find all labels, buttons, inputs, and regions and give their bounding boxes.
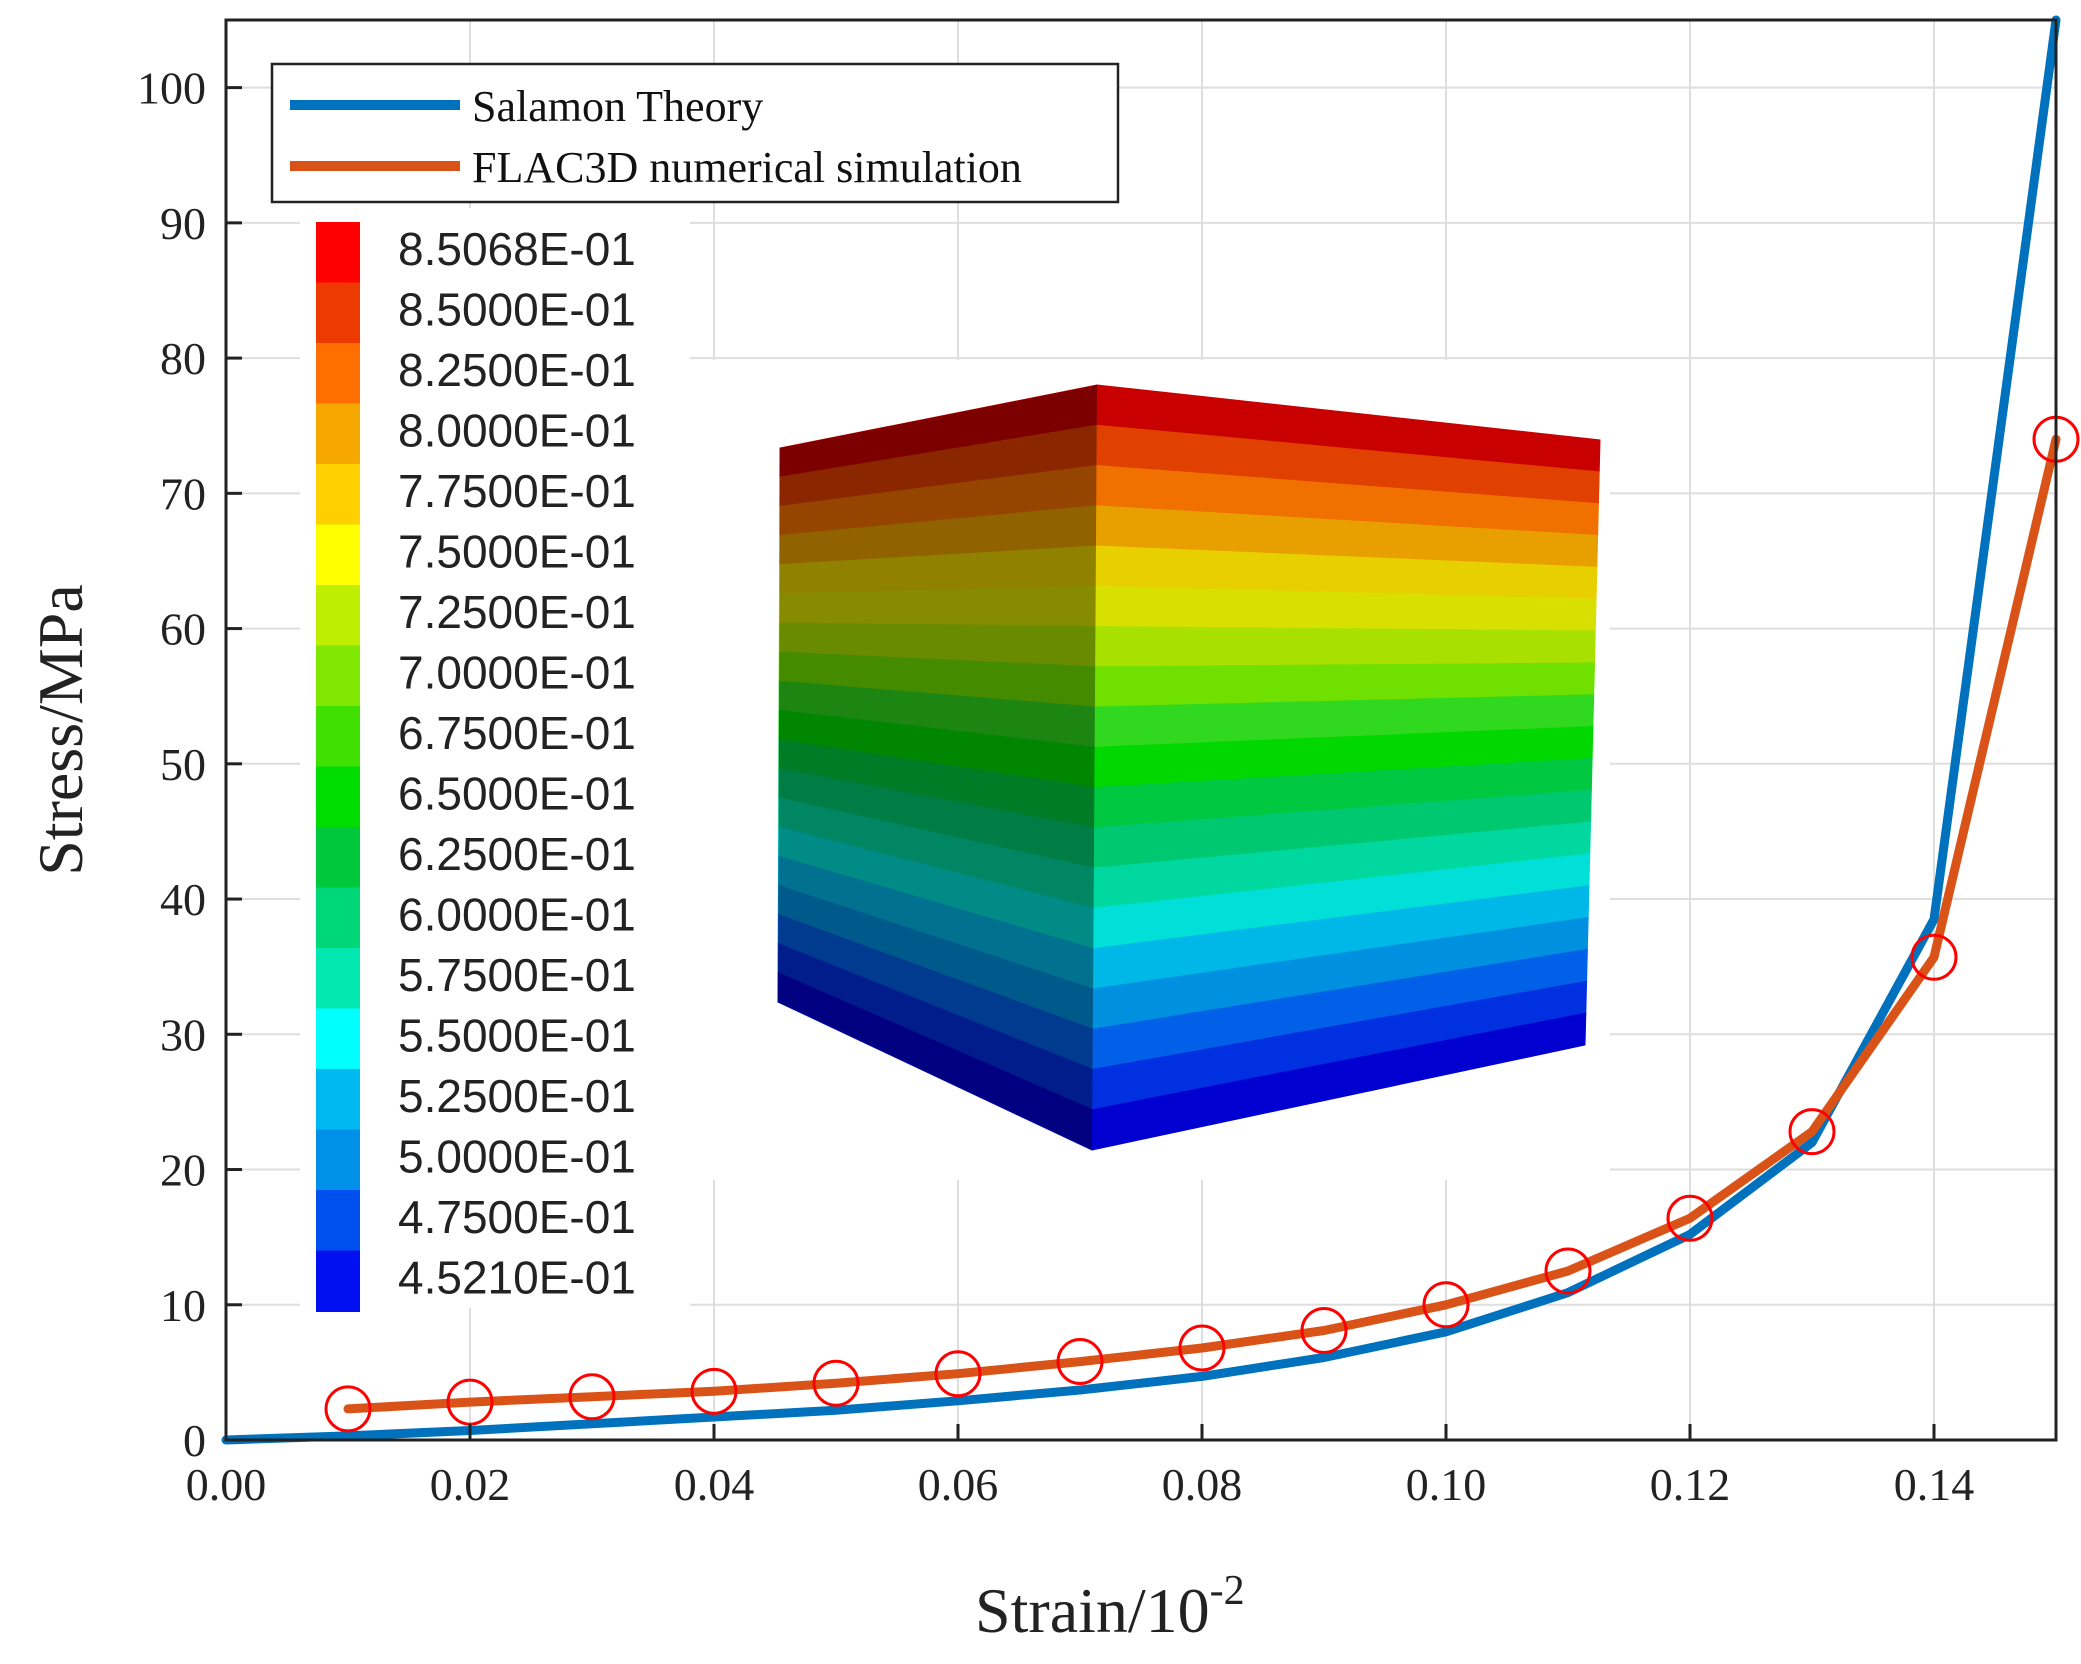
- colorbar-label: 6.7500E-01: [398, 707, 636, 759]
- colorbar-label: 6.0000E-01: [398, 889, 636, 941]
- legend-label-salamon: Salamon Theory: [472, 82, 763, 131]
- x-tick-label: 0.04: [674, 1459, 755, 1510]
- data-point-marker: [1300, 1306, 1348, 1354]
- y-axis-ticks: 0 10 20 30 40 50 60 70 80 90 100: [137, 63, 242, 1466]
- y-tick-label: 90: [160, 198, 206, 249]
- y-tick-label: 70: [160, 468, 206, 519]
- colorbar-segment: [316, 887, 360, 949]
- colorbar-segment: [316, 1190, 360, 1252]
- contour-cube: [777, 384, 1601, 1151]
- colorbar-segment: [316, 464, 360, 526]
- colorbar-segment: [316, 343, 360, 405]
- plot-frame: [224, 18, 2058, 1442]
- data-point-marker: [1544, 1247, 1592, 1295]
- colorbar-segment: [316, 766, 360, 828]
- data-point-marker: [690, 1367, 738, 1415]
- data-point-marker: [1788, 1108, 1836, 1156]
- y-tick-label: 100: [137, 63, 206, 114]
- colorbar-segment: [316, 1008, 360, 1070]
- colorbar-segment: [316, 585, 360, 647]
- colorbar-label: 5.2500E-01: [398, 1070, 636, 1122]
- colorbar-label: 8.5068E-01: [398, 223, 636, 275]
- cube-right-face-band: [1094, 626, 1596, 668]
- colorbar-segment: [316, 1250, 360, 1312]
- colorbar-segment: [316, 403, 360, 465]
- data-point-marker: [934, 1350, 982, 1398]
- colorbar-segment: [316, 282, 360, 344]
- colorbar-label: 6.5000E-01: [398, 768, 636, 820]
- cube-left-face-band: [777, 972, 1093, 1151]
- y-tick-label: 80: [160, 333, 206, 384]
- y-tick-label: 20: [160, 1145, 206, 1196]
- data-point-marker: [812, 1359, 860, 1407]
- x-tick-label: 0.06: [918, 1459, 999, 1510]
- inset-background: [300, 208, 690, 1308]
- y-tick-label: 0: [183, 1415, 206, 1466]
- data-point-marker: [1666, 1194, 1714, 1242]
- colorbar-label: 8.5000E-01: [398, 284, 636, 336]
- colorbar-segment: [316, 222, 360, 284]
- x-axis-title: Strain/10-2: [975, 1568, 1245, 1646]
- colorbar-label: 5.5000E-01: [398, 1010, 636, 1062]
- y-tick-label: 50: [160, 739, 206, 790]
- data-point-marker: [1422, 1281, 1470, 1329]
- flac3d-contour-inset: 8.5068E-01 8.5000E-01 8.2500E-01 8.0000E-01…: [300, 208, 1610, 1312]
- x-tick-label: 0.00: [186, 1459, 267, 1510]
- colorbar-label: 7.0000E-01: [398, 647, 636, 699]
- x-tick-label: 0.02: [430, 1459, 511, 1510]
- legend: Salamon Theory FLAC3D numerical simulati…: [270, 62, 1120, 204]
- colorbar-label: 7.2500E-01: [398, 586, 636, 638]
- colorbar-segment: [316, 827, 360, 889]
- y-tick-label: 40: [160, 874, 206, 925]
- colorbar-label: 4.7500E-01: [398, 1191, 636, 1243]
- colorbar-label: 6.2500E-01: [398, 828, 636, 880]
- series-line-1: [343, 434, 2061, 1414]
- data-point-marker: [1178, 1324, 1226, 1372]
- colorbar-segment: [316, 706, 360, 768]
- colorbar-label: 5.0000E-01: [398, 1131, 636, 1183]
- series-lines: [221, 15, 2061, 1445]
- x-tick-label: 0.12: [1650, 1459, 1731, 1510]
- colorbar-label: 8.2500E-01: [398, 344, 636, 396]
- data-point-marker: [1056, 1338, 1104, 1386]
- data-point-marker: [324, 1385, 372, 1433]
- series-line-0: [221, 15, 2061, 1445]
- x-axis-title-main: Strain/10: [975, 1575, 1210, 1646]
- y-tick-label: 60: [160, 604, 206, 655]
- legend-label-flac3d: FLAC3D numerical simulation: [472, 143, 1022, 192]
- colorbar-label: 7.7500E-01: [398, 465, 636, 517]
- series-markers: [324, 415, 2080, 1433]
- y-tick-label: 10: [160, 1280, 206, 1331]
- colorbar-label: 8.0000E-01: [398, 405, 636, 457]
- colorbar-segment: [316, 524, 360, 586]
- colorbar: 8.5068E-01 8.5000E-01 8.2500E-01 8.0000E-01…: [316, 222, 636, 1312]
- x-tick-label: 0.14: [1894, 1459, 1975, 1510]
- colorbar-label: 5.7500E-01: [398, 949, 636, 1001]
- x-axis-ticks: 0.00 0.02 0.04 0.06 0.08 0.10 0.12 0.14: [186, 1424, 1975, 1510]
- colorbar-segment: [316, 1129, 360, 1191]
- colorbar-segment: [316, 645, 360, 707]
- x-axis-title-superscript: -2: [1210, 1568, 1245, 1614]
- colorbar-label: 7.5000E-01: [398, 526, 636, 578]
- legend-box: [270, 62, 1120, 204]
- colorbar-segment: [316, 1069, 360, 1131]
- y-axis-title: Stress/MPa: [25, 584, 96, 876]
- data-point-marker: [568, 1373, 616, 1421]
- x-tick-label: 0.08: [1162, 1459, 1243, 1510]
- colorbar-segment: [316, 948, 360, 1010]
- cube-left-face-shade: [778, 385, 1097, 1150]
- y-tick-label: 30: [160, 1009, 206, 1060]
- x-tick-label: 0.10: [1406, 1459, 1487, 1510]
- colorbar-label: 4.5210E-01: [398, 1252, 636, 1304]
- data-point-marker: [1910, 933, 1958, 981]
